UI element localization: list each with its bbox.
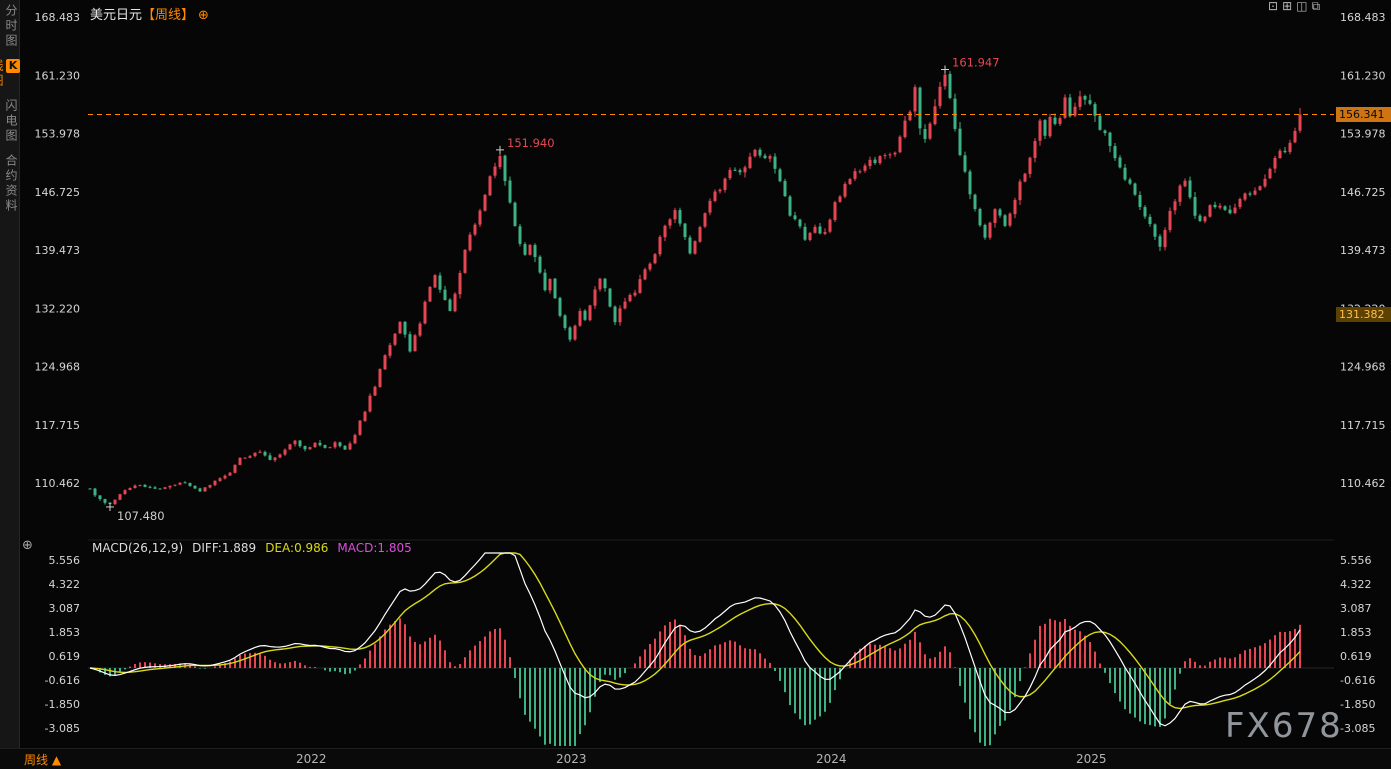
macd-header: MACD(26,12,9) DIFF:1.889 DEA:0.986 MACD:1.8…: [92, 541, 421, 555]
chart-title: 美元日元【周线】 ⊕: [90, 4, 209, 23]
single-pane-layout-icon[interactable]: ⊡: [1268, 0, 1279, 13]
macd-dea-value: DEA:0.986: [265, 541, 329, 555]
x-axis-year-label: 2024: [816, 752, 847, 766]
macd-tick-right: 1.853: [1340, 626, 1372, 639]
price-tick-left: 117.715: [35, 419, 81, 432]
bottom-bar: 周线 ▲ 2022 2023 2024 2025: [0, 748, 1391, 769]
macd-tick-left: -1.850: [45, 698, 80, 711]
x-axis-year-label: 2022: [296, 752, 327, 766]
sidebar-tab-label: 线图: [0, 59, 4, 89]
macd-tick-left: 5.556: [49, 554, 81, 567]
macd-tick-left: 0.619: [49, 650, 81, 663]
macd-tick-right: 3.087: [1340, 602, 1372, 615]
macd-tick-right: -1.850: [1340, 698, 1375, 711]
price-tick-left: 124.968: [35, 361, 81, 374]
price-tick-left: 153.978: [35, 128, 81, 141]
watermark: FX678: [1225, 706, 1343, 746]
period-selector[interactable]: 周线 ▲: [24, 751, 61, 768]
macd-tick-right: 4.322: [1340, 578, 1372, 591]
window-toolbar: ⊡ ⊞ ◫ ⧉: [1268, 0, 1320, 13]
new-window-icon[interactable]: ⧉: [1311, 0, 1321, 13]
price-tick-left: 139.473: [35, 244, 81, 257]
macd-tick-right: -3.085: [1340, 722, 1375, 735]
macd-macd-value: MACD:1.805: [337, 541, 412, 555]
price-tick-right: 161.230: [1340, 69, 1386, 82]
macd-diff-value: DIFF:1.889: [192, 541, 257, 555]
sidebar-tab-3[interactable]: 闪电图: [4, 99, 18, 144]
macd-tick-left: 3.087: [49, 602, 81, 615]
dea-line: [89, 552, 1301, 710]
candlestick-series[interactable]: [88, 69, 1302, 507]
price-annotation-label: 107.480: [117, 509, 165, 523]
price-tick-left: 110.462: [35, 477, 81, 490]
sidebar-tab-2[interactable]: K 线图: [0, 59, 20, 89]
price-tick-right: 146.725: [1340, 186, 1386, 199]
symbol-name: 美元日元: [90, 8, 143, 23]
current-price-badge: 156.341: [1336, 107, 1391, 123]
grid-layout-icon[interactable]: ⊞: [1282, 0, 1293, 13]
indicator-expand-icon[interactable]: ⊕: [22, 538, 33, 553]
macd-params-label: MACD(26,12,9): [92, 541, 184, 555]
sidebar: 分时图 K 线图 闪电图 合约资料: [0, 0, 20, 748]
price-tick-right: 117.715: [1340, 419, 1386, 432]
macd-tick-left: -0.616: [45, 674, 80, 687]
macd-tick-left: -3.085: [45, 722, 80, 735]
price-tick-right: 153.978: [1340, 128, 1386, 141]
macd-tick-left: 4.322: [49, 578, 81, 591]
price-tick-left: 161.230: [35, 69, 81, 82]
period-selector-label: 周线: [24, 753, 49, 767]
macd-panel[interactable]: [89, 552, 1301, 746]
price-annotation-label: 161.947: [952, 55, 1000, 69]
add-indicator-icon[interactable]: ⊕: [198, 8, 209, 23]
macd-tick-left: 1.853: [49, 626, 81, 639]
x-axis-year-label: 2025: [1076, 752, 1107, 766]
chevron-up-icon: ▲: [51, 753, 62, 767]
price-tick-left: 132.220: [35, 302, 81, 315]
split-pane-layout-icon[interactable]: ◫: [1296, 0, 1308, 13]
x-axis-year-label: 2023: [556, 752, 587, 766]
secondary-price-badge: 131.382: [1336, 307, 1391, 323]
price-tick-right: 110.462: [1340, 477, 1386, 490]
price-tick-right: 168.483: [1340, 11, 1386, 24]
macd-tick-right: 5.556: [1340, 554, 1372, 567]
macd-tick-right: -0.616: [1340, 674, 1375, 687]
diff-line: [89, 552, 1301, 727]
price-annotations: 107.480 151.940 161.947: [106, 55, 1000, 523]
price-annotation-label: 151.940: [507, 136, 555, 150]
macd-tick-right: 0.619: [1340, 650, 1372, 663]
price-tick-right: 139.473: [1340, 244, 1386, 257]
price-tick-right: 124.968: [1340, 361, 1386, 374]
period-label: 【周线】: [142, 8, 195, 23]
price-tick-left: 168.483: [35, 11, 81, 24]
axis-labels: 168.483 168.483 161.230 161.230 153.978 153.9…: [35, 11, 1386, 735]
sidebar-tab-4[interactable]: 合约资料: [4, 154, 18, 214]
price-tick-left: 146.725: [35, 186, 81, 199]
k-line-badge: K: [6, 59, 20, 73]
sidebar-tab-1[interactable]: 分时图: [4, 4, 18, 49]
